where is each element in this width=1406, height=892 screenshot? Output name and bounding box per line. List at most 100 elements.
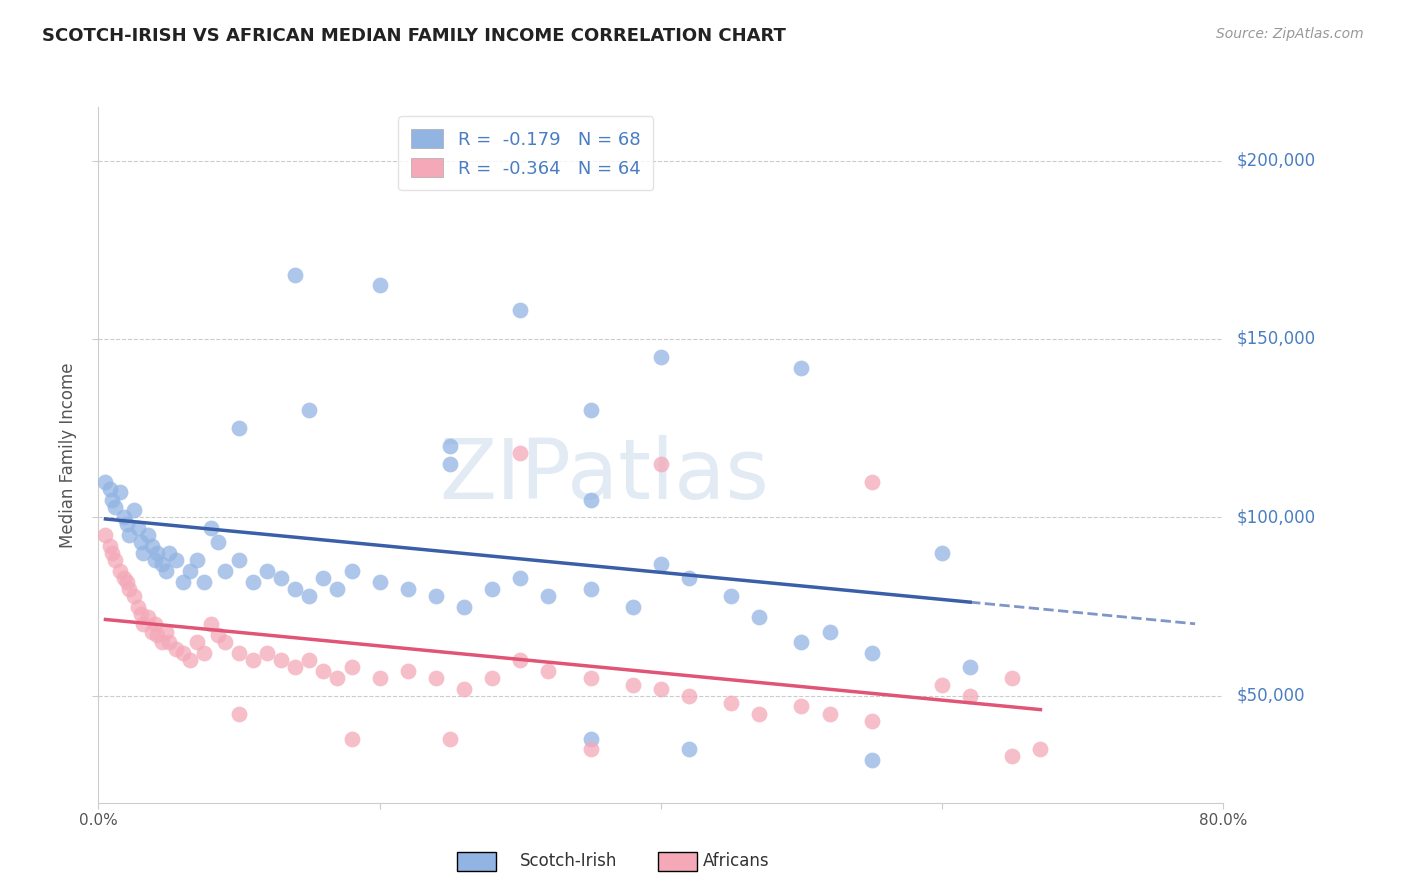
Point xyxy=(340,564,363,578)
Point xyxy=(186,553,208,567)
Point xyxy=(256,646,278,660)
Text: $200,000: $200,000 xyxy=(1237,152,1316,169)
Point xyxy=(509,571,531,585)
Point xyxy=(439,731,461,746)
Point xyxy=(104,553,127,567)
Point xyxy=(650,681,672,696)
Point xyxy=(326,671,349,685)
Point xyxy=(860,646,883,660)
Point xyxy=(720,696,742,710)
Point xyxy=(396,582,419,596)
Point xyxy=(108,564,131,578)
Point xyxy=(650,557,672,571)
Text: $150,000: $150,000 xyxy=(1237,330,1316,348)
Point xyxy=(678,689,700,703)
Point xyxy=(127,599,149,614)
Point xyxy=(481,671,503,685)
Point xyxy=(172,574,194,589)
Point xyxy=(115,574,138,589)
Point xyxy=(143,617,166,632)
Point xyxy=(179,653,201,667)
Point xyxy=(112,571,135,585)
Point xyxy=(108,485,131,500)
Point xyxy=(155,564,177,578)
Point xyxy=(748,610,770,624)
Point xyxy=(256,564,278,578)
Point xyxy=(439,439,461,453)
Point xyxy=(748,706,770,721)
Point xyxy=(94,528,117,542)
Point xyxy=(141,539,163,553)
Point xyxy=(228,421,250,435)
Point xyxy=(284,268,307,282)
Point xyxy=(157,546,180,560)
Point xyxy=(579,582,602,596)
Point xyxy=(122,589,145,603)
Point xyxy=(481,582,503,596)
Point xyxy=(931,546,953,560)
Point xyxy=(860,714,883,728)
Point xyxy=(284,582,307,596)
Point xyxy=(453,599,475,614)
Point xyxy=(579,492,602,507)
Point xyxy=(298,403,321,417)
Point xyxy=(172,646,194,660)
Text: $100,000: $100,000 xyxy=(1237,508,1316,526)
Point xyxy=(193,574,215,589)
Point xyxy=(790,635,813,649)
Point xyxy=(165,553,187,567)
Point xyxy=(312,571,335,585)
Point xyxy=(439,457,461,471)
Point xyxy=(129,535,152,549)
Point xyxy=(368,278,391,293)
Point xyxy=(368,671,391,685)
Point xyxy=(1029,742,1052,756)
Point xyxy=(678,571,700,585)
Point xyxy=(537,664,560,678)
Point xyxy=(284,660,307,674)
Point xyxy=(340,731,363,746)
Point xyxy=(242,653,264,667)
Point xyxy=(94,475,117,489)
Point xyxy=(122,503,145,517)
Text: ZIPatlas: ZIPatlas xyxy=(440,435,769,516)
Point xyxy=(453,681,475,696)
Text: Scotch-Irish: Scotch-Irish xyxy=(520,852,617,870)
Point xyxy=(136,610,159,624)
Point xyxy=(312,664,335,678)
Point xyxy=(127,521,149,535)
Point xyxy=(214,635,236,649)
Point xyxy=(101,492,124,507)
Point xyxy=(112,510,135,524)
Point xyxy=(537,589,560,603)
Point xyxy=(115,517,138,532)
Point xyxy=(228,553,250,567)
Point xyxy=(186,635,208,649)
Point xyxy=(425,671,447,685)
Point xyxy=(579,731,602,746)
Y-axis label: Median Family Income: Median Family Income xyxy=(59,362,77,548)
Point xyxy=(1001,671,1024,685)
Point xyxy=(157,635,180,649)
Point xyxy=(242,574,264,589)
Point xyxy=(179,564,201,578)
Point xyxy=(118,528,141,542)
Point xyxy=(621,678,644,692)
Point xyxy=(118,582,141,596)
Point xyxy=(143,553,166,567)
Point xyxy=(228,706,250,721)
Point xyxy=(200,617,222,632)
Point xyxy=(98,482,121,496)
Text: $50,000: $50,000 xyxy=(1237,687,1306,705)
Text: Africans: Africans xyxy=(703,852,769,870)
Point xyxy=(818,706,841,721)
FancyBboxPatch shape xyxy=(457,852,496,871)
Point xyxy=(340,660,363,674)
Point xyxy=(141,624,163,639)
Point xyxy=(101,546,124,560)
Point xyxy=(509,303,531,318)
Point xyxy=(146,546,169,560)
Point xyxy=(270,571,292,585)
Point xyxy=(129,607,152,621)
Point xyxy=(425,589,447,603)
